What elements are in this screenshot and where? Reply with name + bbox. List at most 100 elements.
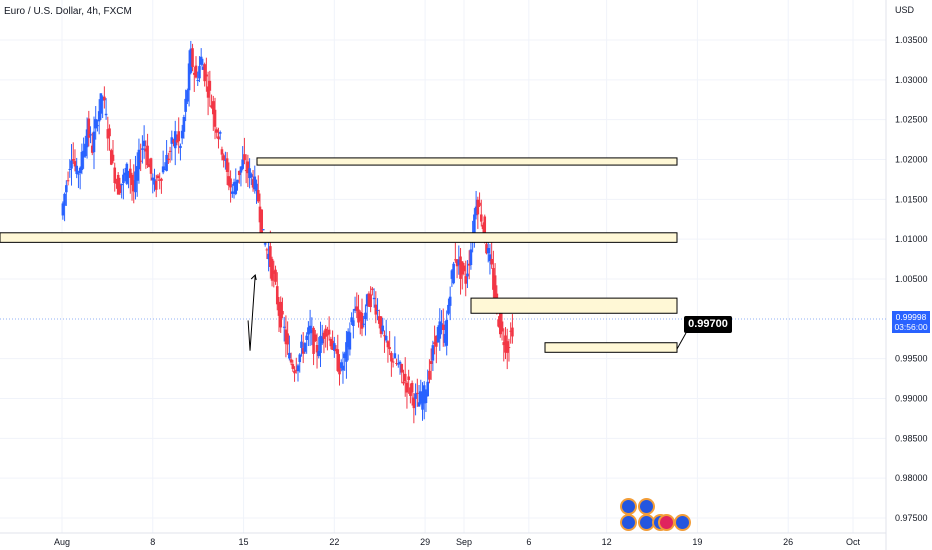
projection-path xyxy=(247,274,256,351)
candle-body xyxy=(391,361,395,363)
candle-body xyxy=(239,166,243,173)
event-icon[interactable] xyxy=(640,516,653,529)
sr-zone xyxy=(256,157,678,166)
candle-body xyxy=(196,80,200,82)
candle-body xyxy=(187,63,191,91)
price-tick-label: 1.03500 xyxy=(895,35,928,45)
price-tick-label: 1.01000 xyxy=(895,234,928,244)
time-tick-label: Sep xyxy=(456,537,472,547)
candle-body xyxy=(103,96,106,101)
price-tick-label: 0.98500 xyxy=(895,433,928,443)
flag-icon[interactable] xyxy=(660,516,673,529)
candle-body xyxy=(310,329,314,333)
candle-body xyxy=(336,349,340,371)
candle-body xyxy=(225,158,229,173)
candle-body xyxy=(497,319,500,327)
candle-body xyxy=(173,131,177,149)
candle-body xyxy=(374,304,378,315)
candle-body xyxy=(364,312,367,320)
candle-body xyxy=(312,327,315,354)
candle-body xyxy=(294,369,298,371)
candle-body xyxy=(65,185,68,193)
time-tick-label: Oct xyxy=(846,537,861,547)
candle-body xyxy=(293,370,296,374)
candle-body xyxy=(125,163,129,184)
candle-body xyxy=(445,319,449,346)
candle-body xyxy=(490,258,493,265)
candle-body xyxy=(320,336,324,344)
candle-body xyxy=(381,325,385,332)
price-tick-label: 1.01500 xyxy=(895,194,928,204)
candle-body xyxy=(286,333,289,345)
candle-body xyxy=(371,288,374,290)
time-tick-label: Aug xyxy=(54,537,70,547)
candle-body xyxy=(198,66,201,79)
candle-body xyxy=(272,270,276,274)
candle-body xyxy=(274,269,277,282)
candle-body xyxy=(348,332,352,350)
candle-body xyxy=(70,160,73,169)
price-target-callout: 0.99700 xyxy=(684,316,732,333)
candle-body xyxy=(352,320,355,326)
event-icon[interactable] xyxy=(622,500,635,513)
symbol-title[interactable]: Euro / U.S. Dollar, 4h, FXCM xyxy=(4,6,132,17)
candle-body xyxy=(153,179,156,185)
candle-body xyxy=(459,256,462,279)
candle-body xyxy=(483,216,487,241)
candle-body xyxy=(433,342,436,345)
candle-body xyxy=(467,263,471,266)
event-icon[interactable] xyxy=(676,516,689,529)
candle-body xyxy=(172,140,175,143)
event-icon[interactable] xyxy=(640,500,653,513)
candle-body xyxy=(108,128,111,137)
sr-zone xyxy=(0,232,678,243)
candle-body xyxy=(260,209,264,236)
candle-body xyxy=(218,132,222,134)
price-tick-label: 1.02500 xyxy=(895,115,928,125)
candle-body xyxy=(217,136,220,140)
candle-body xyxy=(151,177,155,181)
candle-body xyxy=(122,174,125,184)
callout-connector xyxy=(676,332,687,350)
candle-body xyxy=(379,316,383,334)
candle-body xyxy=(429,361,433,364)
current-price-value: 0.99998 xyxy=(895,311,927,322)
candle-body xyxy=(441,324,445,330)
candle-body xyxy=(141,148,144,150)
candle-body xyxy=(211,101,215,115)
candle-body xyxy=(457,259,461,265)
candle-body xyxy=(440,323,443,330)
economic-events[interactable] xyxy=(616,498,696,534)
candle-body xyxy=(435,335,438,347)
candle-body xyxy=(75,165,78,175)
candle-body xyxy=(315,345,319,353)
candle-body xyxy=(333,343,336,351)
candle-body xyxy=(505,341,509,353)
candle-body xyxy=(186,90,189,102)
candle-body xyxy=(362,323,366,325)
candle-body xyxy=(416,392,419,394)
candle-body xyxy=(334,348,338,352)
candle-body xyxy=(369,294,372,308)
candle-body xyxy=(455,259,459,267)
candle-body xyxy=(393,353,397,359)
candle-body xyxy=(63,193,66,206)
candle-body xyxy=(224,159,227,161)
event-icon[interactable] xyxy=(622,516,635,529)
candle-body xyxy=(61,203,65,216)
candle-body xyxy=(220,149,224,155)
candle-body xyxy=(481,224,485,230)
candle-body xyxy=(275,286,279,305)
candle-body xyxy=(90,145,94,153)
candle-body xyxy=(236,179,239,183)
candle-body xyxy=(251,179,255,188)
candle-body xyxy=(353,308,357,311)
candle-body xyxy=(488,254,492,262)
candle-body xyxy=(115,182,118,184)
candle-body xyxy=(305,335,308,341)
candle-body xyxy=(431,345,435,361)
candle-body xyxy=(167,158,170,160)
candle-body xyxy=(89,134,92,136)
candle-body xyxy=(448,296,452,306)
